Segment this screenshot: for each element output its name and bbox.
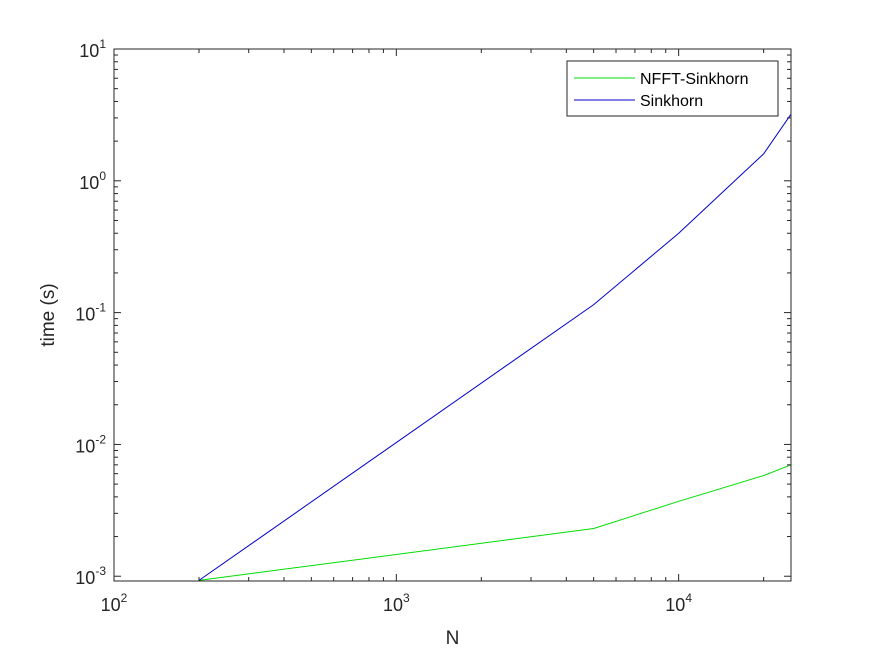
series-line-1	[198, 113, 792, 581]
y-tick-label-2: 10-1	[75, 301, 106, 325]
axes-layer: 102 103 104 10-3 10-2 10-1 100 101	[75, 37, 792, 615]
y-axis-label: time (s)	[38, 283, 59, 346]
y-tick-label-0: 10-3	[75, 564, 106, 588]
x-tick-label-1: 103	[383, 591, 410, 615]
axes-box	[113, 48, 792, 582]
y-tick-label-3: 100	[79, 169, 106, 193]
y-tick-label-1: 10-2	[75, 432, 106, 456]
plot-background	[114, 49, 791, 581]
x-tick-label-2: 104	[665, 591, 692, 615]
series-line-0	[198, 464, 792, 581]
y-tick-label-4: 101	[79, 37, 106, 61]
series-layer	[198, 113, 792, 581]
legend-label-1: Sinkhorn	[640, 93, 703, 110]
legend-box	[566, 60, 779, 117]
legend: NFFT-Sinkhorn Sinkhorn	[566, 60, 779, 117]
x-axis-label: N	[446, 628, 460, 649]
x-tick-label-0: 102	[101, 591, 128, 615]
legend-label-0: NFFT-Sinkhorn	[640, 71, 748, 88]
